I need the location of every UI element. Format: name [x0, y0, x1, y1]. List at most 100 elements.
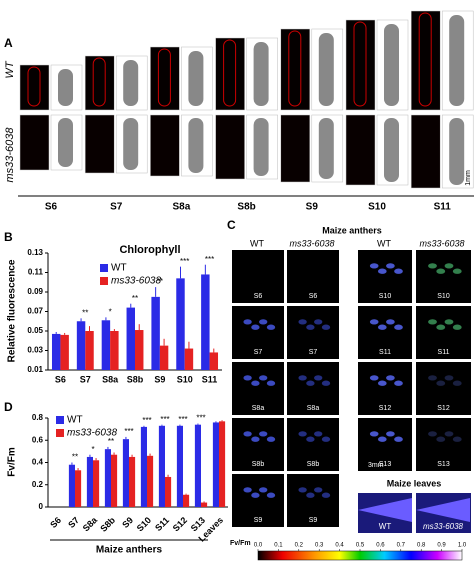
anther-glow — [436, 380, 446, 386]
fluorescence-image — [19, 64, 50, 111]
y-axis-label: Fv/Fm — [7, 447, 18, 477]
column-label: ms33-6038 — [419, 238, 464, 248]
anther-glow — [452, 324, 462, 330]
bar — [201, 274, 210, 370]
stage-label: S10 — [368, 202, 386, 213]
chlorophyll-image — [232, 306, 284, 359]
y-tick-label: 0.03 — [27, 346, 43, 355]
anther-glow — [444, 375, 454, 381]
colorbar-tick-label: 0.7 — [397, 543, 406, 549]
anther-glow — [428, 319, 437, 325]
bar — [104, 449, 111, 507]
row-label: WT — [4, 60, 16, 78]
chlorophyll-image — [416, 362, 471, 415]
column-label: WT — [250, 238, 264, 248]
panel-label: B — [4, 230, 13, 244]
anther-body — [318, 33, 334, 106]
fluorescence-image — [280, 114, 311, 183]
fluorescence-image — [150, 46, 180, 111]
fluorescence-image — [345, 114, 376, 186]
anther-outline — [353, 21, 367, 107]
leaf — [358, 498, 412, 522]
stage-label: S9 — [306, 202, 319, 213]
bar — [159, 345, 169, 370]
anther-glow — [298, 319, 307, 325]
anther-body — [449, 15, 465, 106]
anther-outline — [92, 57, 106, 107]
anther-glow — [298, 487, 307, 493]
anther-outline — [288, 30, 302, 107]
colorbar-tick-label: 0.3 — [315, 543, 324, 549]
colorbar-tick-label: 0.6 — [376, 543, 385, 549]
x-tick-label: S6 — [55, 374, 66, 384]
anther-glow — [243, 375, 252, 381]
leaves-title: Maize leaves — [387, 478, 442, 488]
bar — [183, 494, 190, 507]
fluorescence-image — [410, 114, 441, 189]
anther-glow — [394, 436, 403, 442]
bar — [201, 502, 208, 507]
significance: ** — [132, 294, 138, 303]
x-tick-label: S10 — [177, 374, 193, 384]
significance: * — [91, 445, 94, 454]
colorbar-tick-label: 1.0 — [458, 543, 467, 549]
bar — [176, 425, 183, 507]
chlorophyll-image — [232, 474, 284, 527]
bar — [129, 456, 136, 507]
bar — [158, 425, 165, 507]
y-axis-label: Relative fluorescence — [7, 259, 18, 362]
legend-swatch — [56, 416, 64, 424]
bar — [51, 333, 61, 370]
anther-glow — [436, 324, 446, 330]
scale-label: 3mm — [368, 462, 384, 469]
x-tick-label: S7 — [80, 374, 91, 384]
y-tick-label: 0.8 — [32, 413, 44, 422]
image-label: S10 — [379, 293, 392, 300]
bar — [176, 278, 185, 370]
legend-swatch — [56, 429, 64, 437]
anther-glow — [386, 319, 395, 325]
anther-glow — [444, 263, 454, 269]
x-tick-label: S11 — [202, 374, 218, 384]
chlorophyll-image — [287, 418, 339, 471]
column-label: ms33-6038 — [289, 238, 334, 248]
x-tick-label: S8b — [127, 374, 144, 384]
fluorescence-image — [150, 114, 180, 177]
image-label: S8a — [307, 405, 320, 412]
anther-glow — [314, 319, 323, 325]
anther-glow — [321, 380, 331, 386]
anther-outline — [223, 39, 237, 107]
x-tick-label: S8a — [81, 514, 100, 533]
fluorescence-image — [215, 37, 245, 111]
anther-glow — [386, 263, 395, 269]
anther-glow — [266, 380, 276, 386]
anther-glow — [369, 431, 379, 437]
image-label: S10 — [437, 293, 450, 300]
anther-body — [188, 118, 204, 173]
fluorescence-image — [345, 19, 376, 111]
x-tick-label: S6 — [48, 515, 63, 530]
significance: ** — [82, 308, 88, 317]
image-label: S7 — [254, 349, 263, 356]
bar — [219, 421, 226, 507]
bar — [60, 334, 69, 370]
chlorophyll-image — [358, 306, 412, 359]
anther-body — [449, 118, 465, 185]
bar — [126, 307, 135, 370]
chlorophyll-image — [287, 250, 339, 303]
image-label: S6 — [254, 293, 263, 300]
anther-glow — [306, 436, 315, 442]
bar — [212, 422, 219, 507]
image-label: S11 — [438, 349, 450, 356]
anther-glow — [314, 487, 323, 493]
anther-body — [318, 118, 334, 179]
bar — [140, 426, 147, 507]
anther-glow — [428, 375, 437, 381]
colorbar-tick-label: 0.8 — [417, 543, 426, 549]
significance: ** — [157, 277, 163, 286]
anther-glow — [259, 319, 268, 325]
anther-glow — [377, 324, 387, 330]
anther-glow — [377, 380, 387, 386]
legend-entry: WT — [67, 415, 83, 426]
anther-glow — [266, 324, 276, 330]
